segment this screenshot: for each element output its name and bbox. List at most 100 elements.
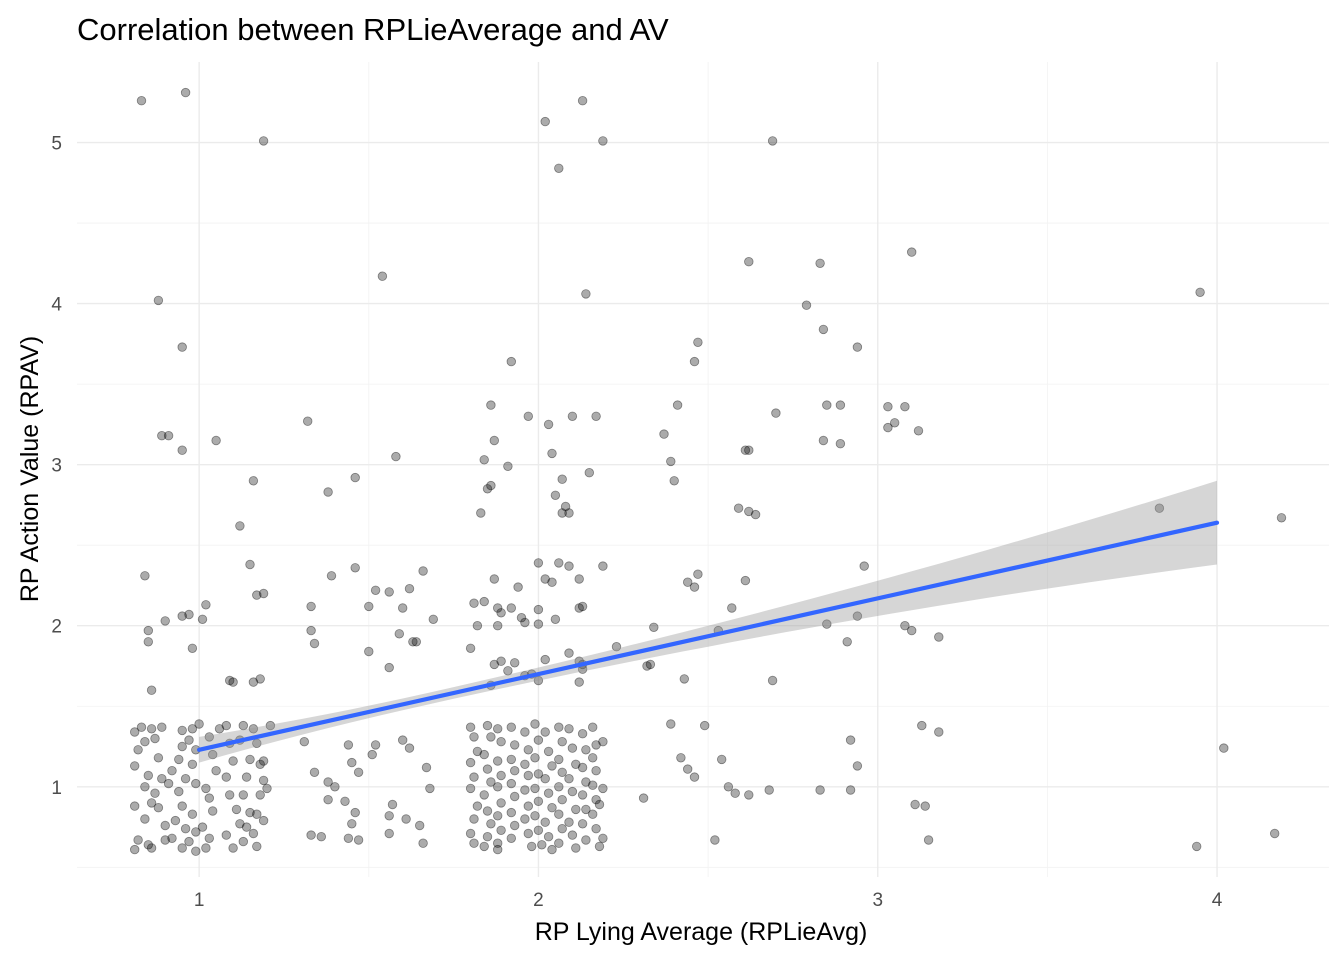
data-point: [238, 790, 249, 800]
data-point: [822, 619, 832, 629]
data-point: [550, 490, 561, 501]
data-point: [496, 798, 506, 808]
data-point: [533, 558, 544, 568]
data-point: [465, 722, 476, 732]
data-point: [890, 418, 900, 428]
data-point: [252, 841, 262, 852]
data-point: [421, 762, 432, 773]
data-point: [224, 790, 235, 800]
data-point: [309, 767, 320, 778]
data-point: [557, 474, 567, 484]
data-point: [567, 411, 578, 422]
data-point: [241, 822, 252, 832]
data-point: [191, 827, 201, 837]
data-point: [554, 558, 564, 568]
data-point: [482, 720, 493, 731]
data-point: [425, 783, 435, 794]
data-point: [510, 820, 520, 831]
data-point: [547, 448, 557, 459]
data-point: [547, 761, 557, 771]
data-point: [323, 487, 333, 497]
data-point: [133, 835, 143, 845]
data-point: [245, 807, 255, 818]
data-point: [883, 402, 893, 412]
data-point: [638, 793, 649, 803]
data-point: [340, 796, 350, 807]
data-point: [364, 646, 374, 657]
data-point: [465, 757, 476, 768]
data-point: [330, 782, 340, 792]
data-point: [581, 745, 591, 755]
data-point: [506, 356, 517, 367]
data-point: [591, 795, 601, 805]
data-point: [326, 571, 337, 581]
data-point: [265, 720, 276, 731]
data-point: [1219, 743, 1229, 753]
data-point: [415, 820, 425, 831]
data-point: [744, 790, 754, 800]
data-point: [540, 116, 550, 127]
data-point: [184, 836, 194, 847]
data-point: [564, 817, 574, 827]
data-point: [482, 764, 493, 774]
data-point: [387, 799, 398, 810]
data-point: [136, 722, 147, 732]
major-gridlines: [77, 62, 1329, 877]
data-point: [815, 785, 825, 795]
data-point: [207, 749, 218, 760]
data-point: [571, 804, 581, 815]
data-point: [533, 769, 544, 779]
data-point: [907, 625, 917, 636]
data-point: [391, 451, 401, 462]
data-point: [411, 637, 422, 647]
data-point: [177, 843, 187, 853]
data-point: [177, 611, 187, 621]
data-point: [258, 815, 269, 826]
data-point: [238, 836, 249, 847]
data-point: [900, 402, 910, 412]
data-point: [679, 674, 690, 684]
data-point: [174, 754, 184, 765]
data-point: [194, 719, 204, 729]
data-point: [537, 840, 547, 850]
y-tick-label: 5: [51, 134, 62, 155]
data-point: [140, 737, 150, 747]
data-point: [564, 561, 574, 571]
data-point: [486, 732, 496, 742]
data-point: [157, 722, 167, 732]
data-point: [493, 603, 503, 613]
data-point: [143, 840, 154, 850]
data-point: [581, 289, 591, 299]
data-point: [347, 757, 357, 768]
data-point: [594, 841, 605, 852]
data-point: [723, 782, 734, 792]
data-point: [581, 777, 591, 787]
data-point: [533, 735, 544, 745]
data-point: [598, 561, 608, 571]
data-point: [370, 740, 381, 750]
data-point: [384, 828, 394, 839]
data-point: [350, 807, 360, 818]
data-point: [564, 648, 574, 658]
data-point: [717, 754, 727, 765]
data-point: [187, 759, 198, 770]
data-point: [177, 725, 187, 736]
data-point: [591, 411, 601, 422]
y-tick-label: 1: [51, 778, 62, 799]
data-point: [577, 819, 588, 829]
data-point: [201, 783, 211, 794]
data-point: [917, 720, 927, 731]
data-point: [496, 770, 506, 781]
data-point: [418, 838, 428, 848]
data-point: [486, 777, 496, 787]
data-point: [140, 571, 150, 581]
data-point: [611, 642, 622, 652]
data-point: [482, 832, 493, 842]
data-point: [364, 601, 374, 612]
data-point: [730, 788, 740, 798]
data-point: [744, 506, 754, 517]
data-point: [506, 807, 517, 818]
data-point: [167, 833, 177, 844]
x-tick-label: 1: [194, 890, 205, 911]
data-point: [370, 585, 381, 596]
